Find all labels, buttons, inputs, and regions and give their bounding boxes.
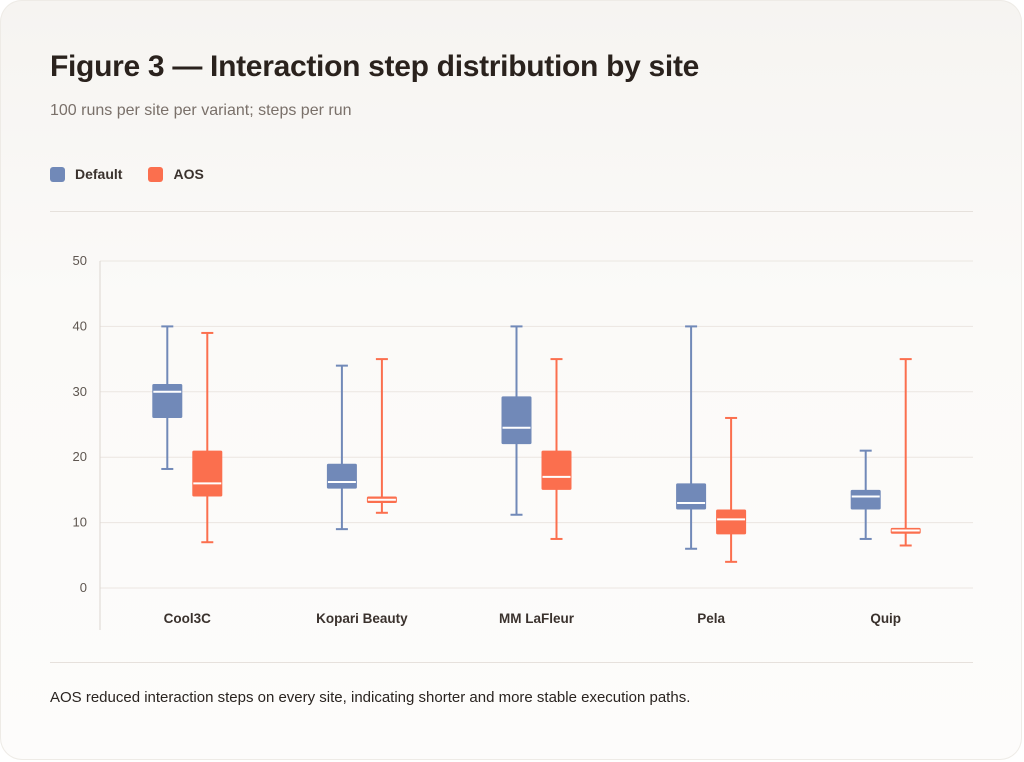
y-tick-label-20: 20 [73, 449, 87, 464]
figure-title: Figure 3 — Interaction step distribution… [50, 50, 700, 83]
legend-label-default: Default [75, 166, 123, 182]
top-divider [50, 211, 973, 212]
box-default-1 [326, 463, 357, 489]
y-tick-label-0: 0 [80, 580, 87, 595]
bottom-divider [50, 662, 973, 663]
box-aos-3 [716, 509, 747, 535]
x-tick-label-0: Cool3C [164, 611, 212, 626]
y-tick-label-50: 50 [73, 253, 87, 268]
box-aos-2 [541, 450, 572, 490]
figure-subtitle: 100 runs per site per variant; steps per… [50, 102, 352, 119]
box-default-2 [501, 396, 532, 445]
figure-caption: AOS reduced interaction steps on every s… [50, 689, 691, 706]
legend-swatch-aos [148, 166, 164, 182]
box-aos-0 [192, 450, 223, 497]
box-default-4 [850, 489, 881, 510]
x-tick-label-2: MM LaFleur [499, 611, 575, 626]
legend: Default AOS [50, 166, 230, 182]
box-default-0 [152, 383, 183, 418]
x-tick-label-1: Kopari Beauty [316, 611, 408, 626]
legend-item-default: Default [50, 166, 122, 182]
legend-item-aos: AOS [148, 166, 204, 182]
box-default-3 [676, 483, 707, 510]
y-tick-label-10: 10 [73, 515, 87, 530]
y-tick-label-40: 40 [73, 318, 87, 333]
legend-swatch-default [50, 166, 65, 182]
box-plot-chart: 0 10 20 30 40 50 Cool3C Kopari Beauty MM LaFleur… [73, 253, 973, 630]
y-tick-label-30: 30 [73, 384, 87, 399]
x-tick-label-4: Quip [870, 611, 901, 626]
x-tick-label-3: Pela [697, 611, 725, 626]
legend-label-aos: AOS [173, 166, 204, 182]
